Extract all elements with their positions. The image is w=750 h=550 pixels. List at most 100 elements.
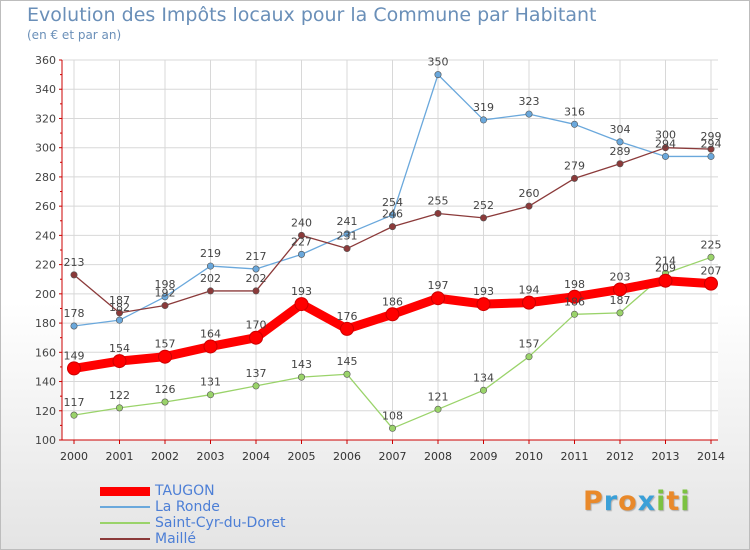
x-tick-label: 2001 <box>106 450 134 463</box>
data-point <box>112 354 127 369</box>
data-label: 178 <box>64 307 85 320</box>
data-point <box>161 398 169 406</box>
x-tick-label: 2000 <box>60 450 88 463</box>
data-label: 213 <box>64 256 85 269</box>
data-point <box>479 214 487 222</box>
y-tick-label: 320 <box>35 112 56 125</box>
brand-letter: P <box>583 486 604 517</box>
data-label: 143 <box>291 358 312 371</box>
y-tick-label: 240 <box>35 229 56 242</box>
x-tick-label: 2012 <box>606 450 634 463</box>
data-label: 316 <box>564 105 585 118</box>
data-point <box>70 271 78 279</box>
data-point <box>704 276 718 291</box>
data-point <box>567 289 582 304</box>
data-point <box>207 287 215 295</box>
data-point <box>616 138 624 146</box>
data-label: 117 <box>64 396 85 409</box>
brand-letter: t <box>666 486 681 517</box>
brand-letter: x <box>637 486 657 517</box>
data-point <box>203 339 218 354</box>
y-tick-label: 260 <box>35 200 56 213</box>
y-tick-label: 300 <box>35 142 56 155</box>
data-label: 260 <box>519 187 540 200</box>
data-label: 231 <box>337 230 358 243</box>
data-point <box>343 245 351 253</box>
y-tick-label: 160 <box>35 346 56 359</box>
data-point <box>252 287 260 295</box>
data-label: 197 <box>428 279 449 292</box>
y-tick-label: 140 <box>35 376 56 389</box>
data-label: 164 <box>200 327 221 340</box>
legend-swatch-la-ronde <box>100 506 150 508</box>
data-point <box>707 152 715 160</box>
data-point <box>116 316 124 324</box>
data-point <box>431 291 445 306</box>
data-point <box>207 391 215 399</box>
chart-legend: TAUGON La Ronde Saint-Cyr-du-Doret Maill… <box>100 483 320 548</box>
data-point <box>207 262 215 270</box>
data-label: 289 <box>610 145 631 158</box>
data-point <box>570 310 578 318</box>
legend-swatch-saint-cyr <box>100 522 150 524</box>
data-label: 157 <box>519 338 540 351</box>
data-label: 319 <box>473 101 494 114</box>
data-point <box>252 265 260 273</box>
data-label: 294 <box>655 137 676 150</box>
data-point <box>67 361 81 376</box>
data-label: 300 <box>655 129 676 142</box>
data-label: 304 <box>610 123 631 136</box>
data-label: 323 <box>519 95 540 108</box>
data-point <box>297 250 305 258</box>
data-label: 176 <box>337 310 358 323</box>
data-point <box>70 411 78 419</box>
legend-item-taugon: TAUGON <box>100 483 320 500</box>
x-tick-label: 2010 <box>515 450 543 463</box>
data-label: 214 <box>655 254 676 267</box>
brand-letter: i <box>680 486 691 517</box>
data-label: 227 <box>291 235 312 248</box>
data-label: 198 <box>155 278 176 291</box>
y-tick-label: 220 <box>35 259 56 272</box>
plot-area <box>62 60 718 440</box>
x-tick-label: 2011 <box>561 450 589 463</box>
data-label: 192 <box>155 287 176 300</box>
x-tick-label: 2013 <box>652 450 680 463</box>
data-label: 194 <box>519 284 540 297</box>
data-point <box>479 116 487 124</box>
y-tick-label: 100 <box>35 434 56 447</box>
data-label: 186 <box>564 295 585 308</box>
x-tick-label: 2006 <box>333 450 361 463</box>
data-point <box>434 209 442 217</box>
x-tick-label: 2014 <box>697 450 725 463</box>
data-label: 182 <box>109 301 130 314</box>
data-label: 217 <box>246 250 267 263</box>
legend-item-la-ronde: La Ronde <box>100 499 320 516</box>
data-point <box>388 223 396 231</box>
data-point <box>388 211 396 219</box>
data-point <box>525 110 533 118</box>
x-tick-label: 2008 <box>424 450 452 463</box>
data-label: 122 <box>109 389 130 402</box>
legend-item-maille: Maillé <box>100 531 320 548</box>
legend-label-taugon: TAUGON <box>155 483 215 499</box>
data-label: 145 <box>337 355 358 368</box>
data-point <box>661 144 669 152</box>
proxiti-logo: Proxiti <box>583 486 691 517</box>
data-point <box>343 370 351 378</box>
x-tick-label: 2009 <box>470 450 498 463</box>
data-label: 209 <box>655 262 676 275</box>
data-point <box>525 353 533 361</box>
legend-label-saint-cyr: Saint-Cyr-du-Doret <box>155 515 286 531</box>
data-point <box>570 120 578 128</box>
data-point <box>522 295 536 310</box>
data-label: 246 <box>382 208 403 221</box>
data-point <box>388 424 396 432</box>
data-point <box>116 404 124 412</box>
y-tick-label: 280 <box>35 171 56 184</box>
data-point <box>479 386 487 394</box>
data-point <box>661 152 669 160</box>
legend-swatch-taugon <box>100 487 150 496</box>
data-label: 134 <box>473 371 494 384</box>
data-label: 198 <box>564 278 585 291</box>
